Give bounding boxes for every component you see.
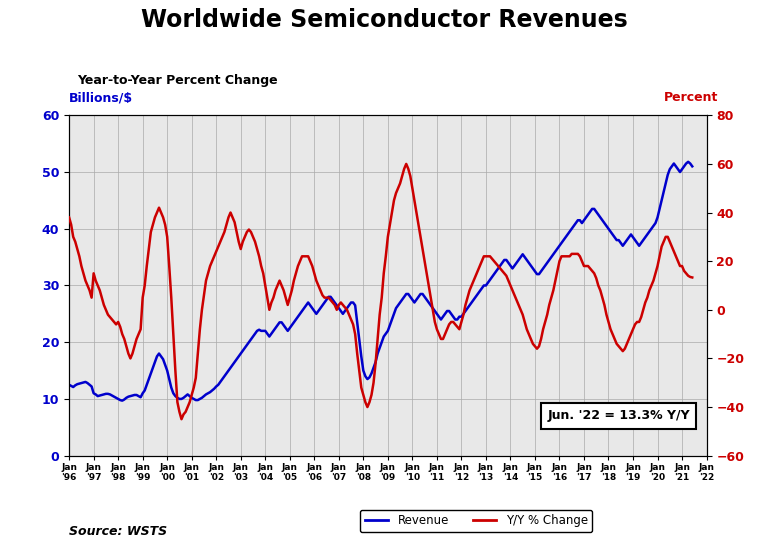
Legend: Revenue, Y/Y % Change: Revenue, Y/Y % Change xyxy=(360,509,592,532)
Text: Billions/$: Billions/$ xyxy=(69,91,133,104)
Text: Worldwide Semiconductor Revenues: Worldwide Semiconductor Revenues xyxy=(141,8,627,32)
Text: Year-to-Year Percent Change: Year-to-Year Percent Change xyxy=(77,74,277,87)
Text: Source: WSTS: Source: WSTS xyxy=(69,525,167,538)
Text: Percent: Percent xyxy=(664,91,718,104)
Text: Jun. '22 = 13.3% Y/Y: Jun. '22 = 13.3% Y/Y xyxy=(547,410,690,423)
